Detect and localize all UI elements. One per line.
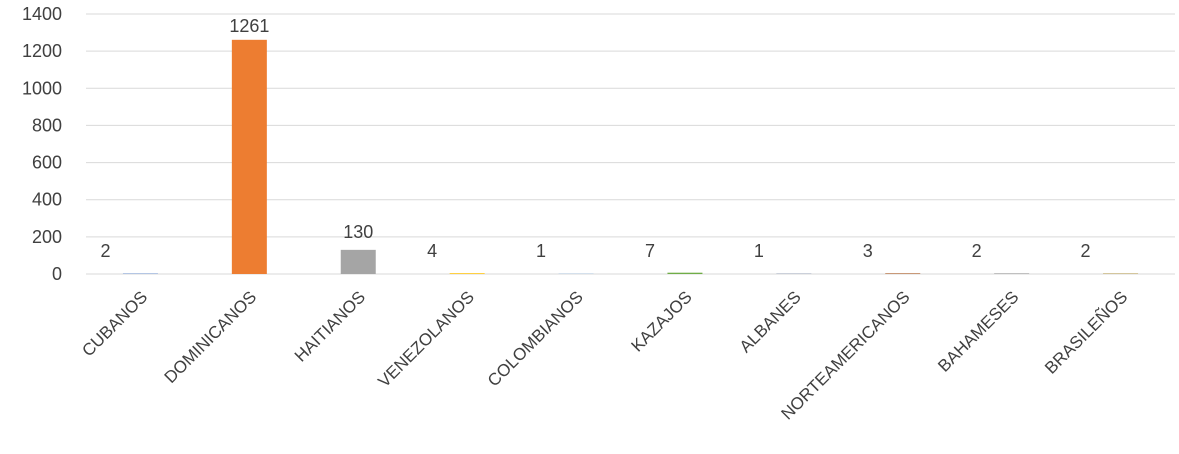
bar-dominicanos bbox=[231, 39, 267, 274]
y-tick-label-200: 200 bbox=[32, 227, 62, 247]
y-tick-label-600: 600 bbox=[32, 153, 62, 173]
x-category-label-colombianos: COLOMBIANOS bbox=[484, 287, 587, 390]
data-label-brasilenos: 2 bbox=[1081, 241, 1091, 261]
x-axis-category-labels: CUBANOS DOMINICANOS HAITIANOS VENEZOLANOS CO… bbox=[78, 287, 1131, 423]
x-category-label-venezolanos: VENEZOLANOS bbox=[374, 287, 478, 391]
data-label-dominicanos: 1261 bbox=[229, 16, 269, 36]
data-label-venezolanos: 4 bbox=[427, 241, 437, 261]
data-label-kazajos: 7 bbox=[645, 241, 655, 261]
y-tick-label-1400: 1400 bbox=[22, 4, 62, 24]
y-tick-label-800: 800 bbox=[32, 115, 62, 135]
data-label-bahameses: 2 bbox=[972, 241, 982, 261]
x-category-label-brasilenos: BRASILEÑOS bbox=[1041, 287, 1131, 377]
x-category-label-haitianos: HAITIANOS bbox=[291, 287, 369, 365]
y-axis-tick-labels: 0 200 400 600 800 1000 1200 1400 bbox=[22, 4, 62, 284]
bar-haitianos bbox=[340, 249, 376, 274]
bar-kazajos bbox=[667, 272, 703, 274]
bars bbox=[122, 39, 1139, 274]
x-category-label-kazajos: KAZAJOS bbox=[628, 287, 696, 355]
y-tick-label-1200: 1200 bbox=[22, 41, 62, 61]
data-label-haitianos: 130 bbox=[343, 222, 373, 242]
data-label-norteamericanos: 3 bbox=[863, 241, 873, 261]
y-tick-label-0: 0 bbox=[52, 264, 62, 284]
x-category-label-dominicanos: DOMINICANOS bbox=[161, 287, 261, 387]
data-label-albanes: 1 bbox=[754, 241, 764, 261]
x-category-label-bahameses: BAHAMESES bbox=[934, 287, 1022, 375]
bar-venezolanos bbox=[449, 273, 485, 274]
x-category-label-cubanos: CUBANOS bbox=[78, 287, 151, 360]
gridlines bbox=[86, 13, 1175, 275]
data-label-cubanos: 2 bbox=[100, 241, 110, 261]
bar-norteamericanos bbox=[885, 273, 921, 274]
x-category-label-albanes: ALBANES bbox=[736, 287, 805, 356]
data-label-colombianos: 1 bbox=[536, 241, 546, 261]
y-tick-label-1000: 1000 bbox=[22, 78, 62, 98]
y-tick-label-400: 400 bbox=[32, 190, 62, 210]
x-category-label-norteamericanos: NORTEAMERICANOS bbox=[777, 287, 913, 423]
